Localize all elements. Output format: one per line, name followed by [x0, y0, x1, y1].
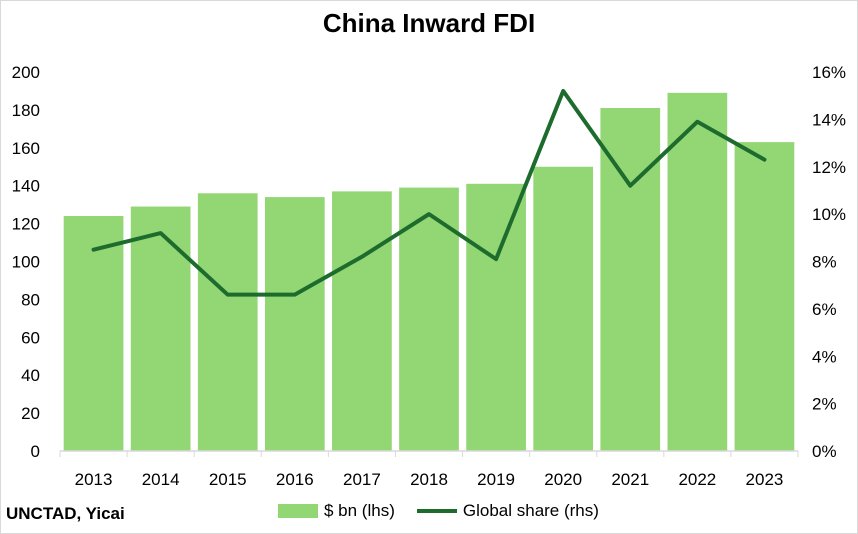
- y-right-tick-label: 10%: [812, 205, 846, 224]
- chart-title: China Inward FDI: [322, 8, 536, 38]
- bar-2017: [332, 191, 392, 451]
- y-left-tick-label: 100: [12, 253, 40, 272]
- x-tick-label-2017: 2017: [343, 470, 381, 489]
- y-right-tick-label: 8%: [812, 253, 837, 272]
- y-right-tick-label: 14%: [812, 110, 846, 129]
- x-tick-label-2013: 2013: [75, 470, 113, 489]
- legend-item-line: Global share (rhs): [416, 501, 599, 521]
- y-left-tick-label: 0: [31, 442, 40, 461]
- bar-series: [63, 92, 795, 452]
- bar-2020: [533, 166, 594, 451]
- axes: 2013 2014 2015 2016 2017 2018 2019 2020 2021 2022…: [12, 63, 846, 489]
- line-series: [91, 88, 767, 297]
- x-tick-label-2021: 2021: [611, 470, 649, 489]
- y-right-tick-label: 0%: [812, 442, 837, 461]
- bar-2018: [399, 187, 459, 451]
- y-left-tick-label: 20: [21, 404, 40, 423]
- x-tick-label-2023: 2023: [746, 470, 784, 489]
- legend: $ bn (lhs) Global share (rhs): [278, 501, 621, 521]
- y-left-tick-label: 140: [12, 177, 40, 196]
- chart-source: UNCTAD, Yicai: [6, 504, 125, 523]
- y-left-tick-label: 40: [21, 366, 40, 385]
- x-tick-label-2014: 2014: [142, 470, 180, 489]
- y-right-tick-label: 2%: [812, 395, 837, 414]
- y-left-tick-label: 60: [21, 328, 40, 347]
- x-tick-label-2019: 2019: [477, 470, 515, 489]
- legend-item-bars: $ bn (lhs): [278, 501, 395, 521]
- y-left-tick-label: 80: [21, 290, 40, 309]
- bar-2016: [264, 197, 325, 451]
- legend-line-label: Global share (rhs): [462, 501, 599, 520]
- bar-2014: [130, 206, 191, 451]
- x-tick-label-2018: 2018: [410, 470, 448, 489]
- bar-2023: [734, 142, 795, 452]
- y-right-tick-label: 6%: [812, 300, 837, 319]
- bar-2022: [667, 92, 728, 451]
- legend-bar-swatch: [278, 504, 318, 518]
- x-tick-label-2015: 2015: [209, 470, 247, 489]
- legend-bar-label: $ bn (lhs): [324, 501, 395, 520]
- y-right-tick-label: 12%: [812, 158, 846, 177]
- bar-2015: [197, 193, 258, 451]
- y-left-tick-label: 180: [12, 101, 40, 120]
- bar-2013: [63, 216, 124, 451]
- bar-2019: [466, 183, 526, 451]
- x-tick-label-2022: 2022: [678, 470, 716, 489]
- y-right-tick-label: 16%: [812, 63, 846, 82]
- x-tick-label-2016: 2016: [276, 470, 314, 489]
- y-right-tick-label: 4%: [812, 347, 837, 366]
- x-tick-label-2020: 2020: [544, 470, 582, 489]
- y-left-tick-label: 160: [12, 139, 40, 158]
- legend-line-swatch: [416, 509, 457, 513]
- y-left-tick-label: 200: [12, 63, 40, 82]
- y-left-tick-label: 120: [12, 215, 40, 234]
